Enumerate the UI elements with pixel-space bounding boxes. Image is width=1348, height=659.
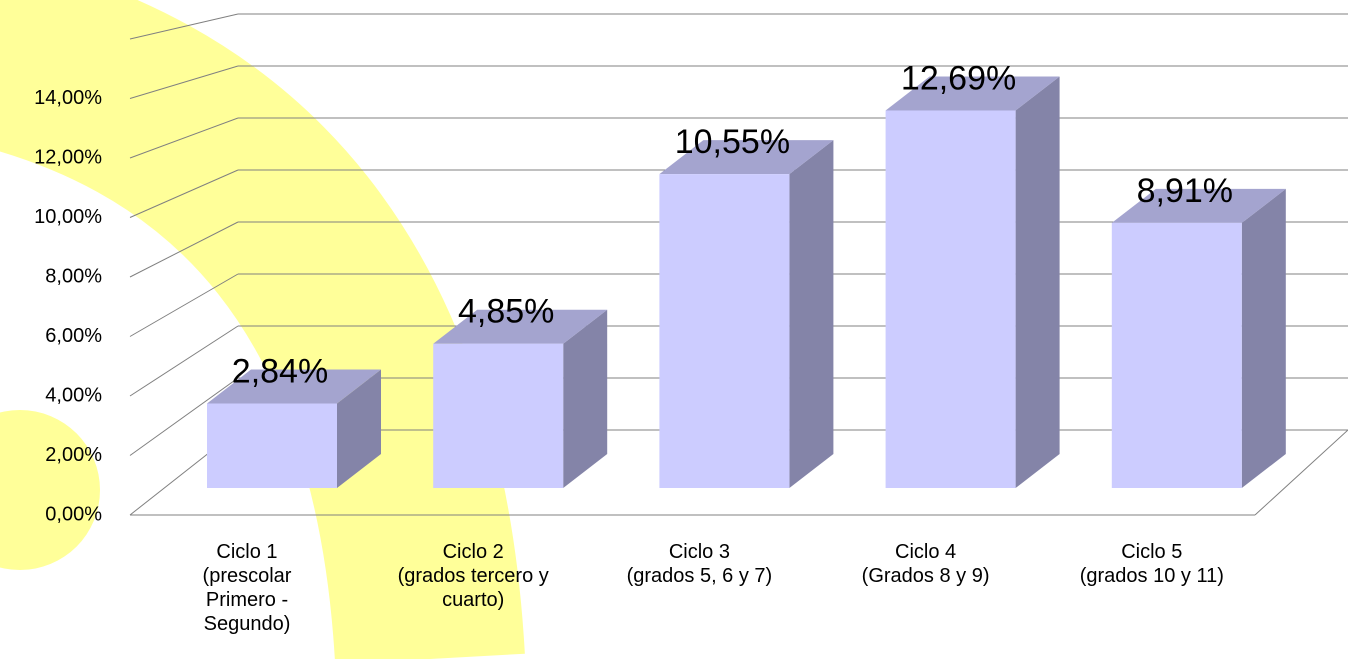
y-tick-label: 12,00% bbox=[34, 146, 102, 168]
value-label: 12,69% bbox=[901, 59, 1016, 97]
bar-top bbox=[659, 140, 834, 175]
value-label: 10,55% bbox=[675, 123, 790, 161]
y-tick-label: 4,00% bbox=[45, 384, 102, 406]
y-tick-label: 14,00% bbox=[34, 87, 102, 109]
value-label: 8,91% bbox=[1137, 172, 1233, 210]
y-tick-label: 10,00% bbox=[34, 206, 102, 228]
grid-line bbox=[129, 325, 239, 397]
x-tick-label: Ciclo 5 (grados 10 y 11) bbox=[1079, 541, 1224, 587]
y-tick-label: 6,00% bbox=[45, 325, 102, 347]
floor-edge bbox=[1254, 429, 1348, 516]
bar-top bbox=[1111, 188, 1286, 223]
y-tick-label: 2,00% bbox=[45, 444, 102, 466]
grid-line bbox=[129, 65, 239, 99]
bar bbox=[659, 174, 790, 488]
bar-top bbox=[433, 309, 608, 344]
value-label: 4,85% bbox=[458, 293, 554, 331]
bar-side bbox=[1241, 188, 1286, 489]
bar-side bbox=[563, 309, 608, 488]
background-dot bbox=[0, 410, 100, 570]
grid-line bbox=[129, 273, 239, 337]
bar-side bbox=[789, 140, 834, 488]
bar bbox=[1111, 222, 1242, 489]
x-tick-label: Ciclo 3 (grados 5, 6 y 7) bbox=[626, 541, 773, 587]
bar bbox=[433, 343, 564, 488]
frame-line bbox=[129, 13, 239, 40]
grid-line bbox=[129, 117, 239, 159]
bar-side bbox=[337, 369, 381, 488]
grid-line bbox=[129, 169, 239, 218]
bars: 2,84% 4,85% 10,55% 12,69% 8,91% bbox=[207, 59, 1286, 489]
bar-side bbox=[1015, 76, 1060, 488]
value-label: 2,84% bbox=[232, 352, 328, 390]
y-tick-label: 8,00% bbox=[45, 265, 102, 287]
bar-top bbox=[885, 76, 1060, 111]
grid-line bbox=[129, 377, 239, 456]
bar-top bbox=[207, 369, 381, 404]
x-tick-label: Ciclo 2 (grados tercero y cuarto) bbox=[397, 541, 549, 611]
y-tick-label: 0,00% bbox=[45, 503, 102, 525]
x-tick-label: Ciclo 4 (Grados 8 y 9) bbox=[861, 541, 990, 587]
grid-line bbox=[129, 221, 239, 278]
bar bbox=[207, 403, 337, 488]
background-swirl bbox=[0, 0, 525, 659]
bar bbox=[885, 110, 1016, 488]
x-tick-label: Ciclo 1 (prescolar Primero - Segundo) bbox=[202, 541, 292, 635]
